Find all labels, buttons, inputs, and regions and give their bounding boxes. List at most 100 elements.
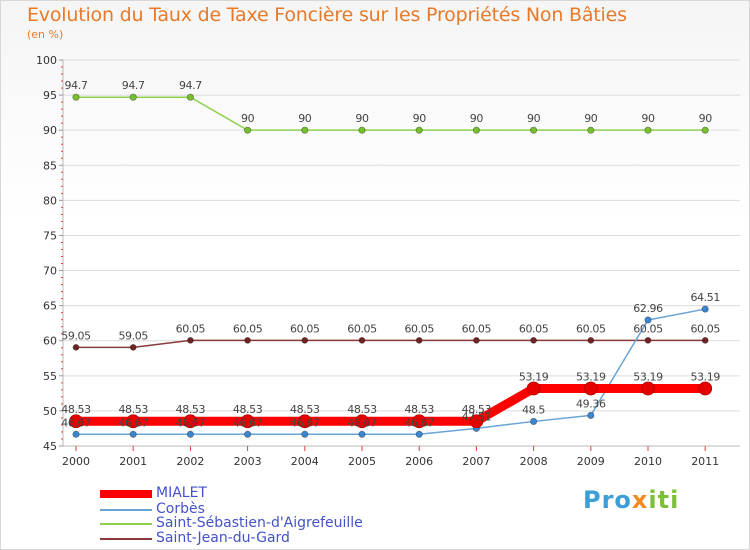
- data-point-corb-s: [529, 417, 538, 426]
- data-point-saint-s-bastien-d-aigrefeuille: [529, 126, 538, 134]
- data-label-corb-s: 46.67: [233, 416, 263, 429]
- data-point-saint-jean-du-gard: [472, 336, 480, 344]
- data-label-saint-jean-du-gard: 60.05: [462, 322, 492, 335]
- data-label-mialet: 48.53: [176, 403, 206, 416]
- data-point-saint-jean-du-gard: [701, 336, 709, 344]
- x-tick-label: 2007: [462, 455, 490, 468]
- data-point-mialet: [412, 414, 427, 429]
- data-label-saint-s-bastien-d-aigrefeuille: 90: [641, 112, 655, 125]
- data-label-saint-s-bastien-d-aigrefeuille: 94.7: [122, 79, 145, 92]
- data-label-corb-s: 64.51: [690, 291, 720, 304]
- data-label-mialet: 48.53: [347, 403, 377, 416]
- data-label-saint-s-bastien-d-aigrefeuille: 90: [584, 112, 598, 125]
- data-label-saint-s-bastien-d-aigrefeuille: 90: [241, 112, 255, 125]
- legend-swatch-corbes: [100, 509, 152, 511]
- data-point-corb-s: [587, 411, 595, 420]
- x-tick-label: 2003: [234, 455, 262, 468]
- data-point-saint-s-bastien-d-aigrefeuille: [644, 126, 652, 134]
- data-label-corb-s: 47.51: [462, 410, 492, 423]
- data-point-saint-s-bastien-d-aigrefeuille: [415, 126, 423, 134]
- y-tick-label: 100: [36, 54, 57, 67]
- y-tick-label: 50: [43, 405, 57, 418]
- legend-label-corbes: Corbès: [156, 501, 205, 517]
- data-label-corb-s: 46.67: [176, 416, 206, 429]
- data-label-saint-s-bastien-d-aigrefeuille: 94.7: [65, 79, 88, 92]
- x-tick-label: 2008: [520, 455, 548, 468]
- y-tick-label: 75: [43, 229, 57, 242]
- data-label-saint-s-bastien-d-aigrefeuille: 90: [699, 112, 713, 125]
- data-label-saint-jean-du-gard: 60.05: [519, 322, 549, 335]
- data-point-mialet: [240, 414, 255, 429]
- data-point-saint-s-bastien-d-aigrefeuille: [701, 126, 709, 134]
- data-point-saint-s-bastien-d-aigrefeuille: [244, 126, 252, 134]
- data-point-corb-s: [415, 430, 423, 438]
- data-point-saint-jean-du-gard: [415, 336, 423, 344]
- data-label-saint-jean-du-gard: 60.05: [290, 322, 320, 335]
- data-label-mialet: 48.53: [462, 403, 492, 416]
- data-label-saint-jean-du-gard: 60.05: [347, 322, 377, 335]
- x-tick-label: 2009: [577, 455, 605, 468]
- x-tick-label: 2000: [62, 455, 90, 468]
- data-point-saint-jean-du-gard: [358, 336, 366, 344]
- data-label-saint-jean-du-gard: 60.05: [576, 322, 606, 335]
- data-label-saint-s-bastien-d-aigrefeuille: 90: [527, 112, 541, 125]
- data-label-mialet: 48.53: [118, 403, 148, 416]
- legend-swatch-mialet: [100, 490, 152, 498]
- data-label-saint-jean-du-gard: 60.05: [233, 322, 263, 335]
- data-label-saint-jean-du-gard: 60.05: [404, 322, 434, 335]
- data-label-corb-s: 46.67: [118, 416, 148, 429]
- data-label-corb-s: 46.67: [347, 416, 377, 429]
- chart-title: Evolution du Taux de Taxe Foncière sur l…: [27, 4, 627, 26]
- x-tick-label: 2002: [176, 455, 204, 468]
- y-tick-label: 60: [43, 335, 57, 348]
- legend-label-mialet: MIALET: [156, 485, 207, 501]
- y-tick-label: 95: [43, 89, 57, 102]
- x-tick-label: 2005: [348, 455, 376, 468]
- data-point-corb-s: [244, 430, 252, 438]
- data-point-corb-s: [301, 430, 309, 438]
- y-tick-label: 70: [43, 265, 57, 278]
- data-label-mialet: 53.19: [633, 371, 663, 384]
- data-label-saint-jean-du-gard: 59.05: [61, 329, 91, 342]
- series-line-mialet: [76, 384, 706, 426]
- series-line-saint-jean-du-gard: [76, 339, 706, 349]
- data-label-saint-jean-du-gard: 60.05: [176, 322, 206, 335]
- chart-subtitle: (en %): [27, 28, 64, 41]
- x-tick-label: 2011: [691, 455, 719, 468]
- data-point-saint-jean-du-gard: [72, 343, 80, 351]
- data-label-corb-s: 62.96: [633, 302, 663, 315]
- data-point-saint-jean-du-gard: [129, 343, 137, 351]
- data-point-mialet: [698, 381, 713, 396]
- data-label-corb-s: 46.67: [61, 416, 91, 429]
- data-label-mialet: 48.53: [404, 403, 434, 416]
- data-point-mialet: [126, 414, 141, 429]
- data-point-mialet: [641, 381, 655, 396]
- data-label-saint-s-bastien-d-aigrefeuille: 90: [298, 112, 312, 125]
- y-tick-label: 80: [43, 194, 57, 207]
- data-point-corb-s: [186, 430, 194, 438]
- data-label-corb-s: 46.67: [290, 416, 320, 429]
- data-label-saint-s-bastien-d-aigrefeuille: 90: [470, 112, 484, 125]
- data-point-mialet: [583, 381, 598, 396]
- data-point-saint-jean-du-gard: [301, 336, 309, 344]
- data-point-saint-s-bastien-d-aigrefeuille: [358, 126, 366, 134]
- y-tick-label: 45: [43, 440, 57, 453]
- data-label-saint-jean-du-gard: 59.05: [118, 329, 148, 342]
- data-label-saint-s-bastien-d-aigrefeuille: 90: [413, 112, 427, 125]
- logo-part-2: x: [631, 486, 649, 514]
- data-point-saint-jean-du-gard: [644, 336, 652, 344]
- data-point-mialet: [297, 414, 312, 429]
- data-point-saint-s-bastien-d-aigrefeuille: [472, 126, 480, 134]
- data-label-corb-s: 46.67: [404, 416, 434, 429]
- data-point-mialet: [183, 414, 198, 429]
- data-point-saint-jean-du-gard: [530, 336, 537, 344]
- data-point-saint-jean-du-gard: [587, 336, 595, 344]
- data-point-saint-s-bastien-d-aigrefeuille: [587, 126, 595, 134]
- data-label-saint-s-bastien-d-aigrefeuille: 90: [355, 112, 369, 125]
- data-point-saint-s-bastien-d-aigrefeuille: [129, 93, 137, 101]
- x-tick-label: 2001: [119, 455, 147, 468]
- data-point-corb-s: [644, 316, 652, 324]
- series-line-corb-s: [76, 308, 706, 436]
- logo-part-3: iti: [648, 486, 680, 514]
